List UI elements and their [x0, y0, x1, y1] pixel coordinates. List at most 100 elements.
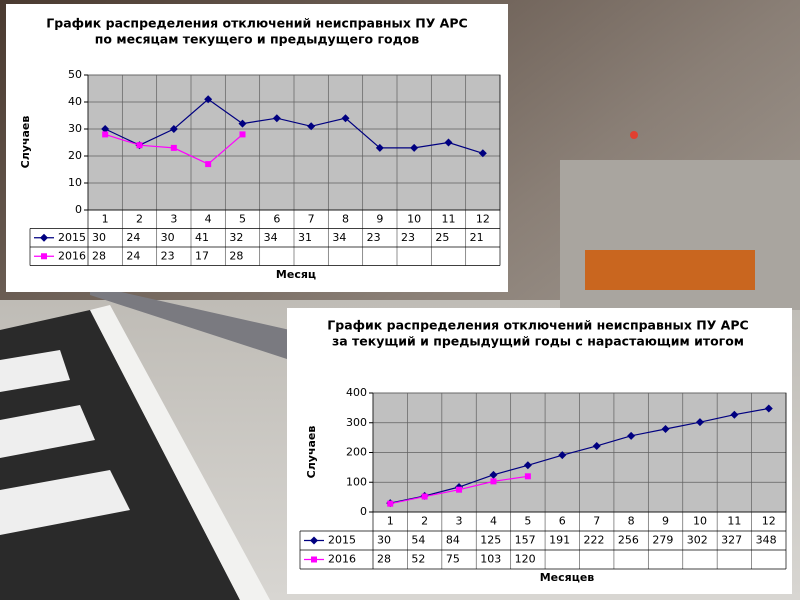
legend-marker	[40, 233, 48, 242]
x-tick-label: 10	[407, 212, 421, 225]
x-axis-label: Месяц	[276, 268, 316, 281]
table-value: 31	[298, 231, 312, 244]
table-value: 24	[126, 231, 140, 244]
x-tick-label: 12	[476, 212, 490, 225]
point	[136, 142, 143, 149]
x-tick-label: 2	[421, 515, 428, 528]
table-value: 84	[446, 534, 460, 547]
point	[592, 441, 601, 450]
point	[238, 119, 247, 128]
point	[102, 131, 109, 138]
point	[489, 470, 498, 479]
point	[730, 410, 739, 419]
x-tick-label: 11	[442, 212, 456, 225]
table-value: 34	[332, 231, 346, 244]
table-value: 103	[480, 553, 501, 566]
table-value: 191	[549, 534, 570, 547]
point	[695, 418, 704, 427]
y-tick-label: 100	[346, 475, 367, 488]
x-tick-label: 5	[524, 515, 531, 528]
table-value: 222	[584, 534, 605, 547]
x-tick-label: 3	[456, 515, 463, 528]
point	[204, 95, 213, 104]
x-tick-label: 6	[559, 515, 566, 528]
point	[523, 461, 532, 470]
table-value: 23	[367, 231, 381, 244]
table-value: 120	[515, 553, 536, 566]
point	[456, 486, 463, 493]
x-tick-label: 9	[662, 515, 669, 528]
x-tick-label: 1	[387, 515, 394, 528]
point	[307, 122, 316, 131]
x-tick-label: 2	[136, 212, 143, 225]
y-tick-label: 400	[346, 386, 367, 399]
table-value: 30	[377, 534, 391, 547]
y-axis-label: Случаев	[19, 116, 32, 169]
table-value: 279	[652, 534, 673, 547]
point	[272, 114, 281, 123]
point	[490, 478, 497, 485]
chart-title: График распределения отключений неисправ…	[46, 16, 467, 31]
point	[764, 404, 773, 413]
table-value: 54	[411, 534, 425, 547]
point	[101, 125, 110, 133]
table-value: 41	[195, 231, 209, 244]
point	[169, 125, 178, 133]
y-tick-label: 300	[346, 416, 367, 429]
table-value: 30	[92, 231, 106, 244]
point	[375, 143, 384, 152]
x-tick-label: 8	[628, 515, 635, 528]
table-value: 256	[618, 534, 639, 547]
x-tick-label: 7	[308, 212, 315, 225]
point	[558, 451, 567, 460]
table-value: 25	[435, 231, 449, 244]
series-line	[390, 407, 769, 504]
y-tick-label: 40	[68, 95, 82, 108]
y-axis-label: Случаев	[305, 426, 318, 479]
point	[239, 131, 246, 138]
y-tick-label: 30	[68, 122, 82, 135]
point	[387, 500, 394, 507]
table-value: 32	[229, 231, 243, 244]
point	[524, 473, 531, 480]
series-line	[104, 98, 484, 154]
x-tick-label: 5	[239, 212, 246, 225]
y-tick-label: 20	[68, 149, 82, 162]
legend-marker	[41, 253, 47, 260]
legend-label: 2015	[328, 534, 356, 547]
point	[205, 161, 212, 168]
y-tick-label: 10	[68, 176, 82, 189]
x-tick-label: 8	[342, 212, 349, 225]
table-value: 28	[377, 553, 391, 566]
legend-marker	[310, 536, 318, 545]
table-value: 28	[92, 249, 106, 262]
table-value: 302	[687, 534, 708, 547]
table-value: 348	[756, 534, 777, 547]
x-tick-label: 10	[693, 515, 707, 528]
table-value: 23	[161, 249, 175, 262]
y-tick-label: 200	[346, 446, 367, 459]
legend-label: 2016	[58, 249, 86, 262]
point	[421, 493, 428, 500]
table-value: 28	[229, 249, 243, 262]
table-value: 34	[264, 231, 278, 244]
chart-title: за текущий и предыдущий годы с нарастающ…	[332, 334, 744, 349]
x-tick-label: 4	[205, 212, 212, 225]
y-tick-label: 50	[68, 68, 82, 81]
table-value: 157	[515, 534, 536, 547]
x-tick-label: 9	[376, 212, 383, 225]
chart-title: по месяцам текущего и предыдущего годов	[95, 32, 419, 47]
table-value: 21	[470, 231, 484, 244]
table-value: 24	[126, 249, 140, 262]
table-value: 75	[446, 553, 460, 566]
chart-title: График распределения отключений неисправ…	[327, 318, 748, 333]
point	[410, 143, 419, 152]
x-tick-label: 1	[102, 212, 109, 225]
x-tick-label: 12	[762, 515, 776, 528]
y-tick-label: 0	[360, 505, 367, 518]
y-tick-label: 0	[75, 203, 82, 216]
x-axis-label: Месяцев	[540, 571, 595, 584]
point	[661, 424, 670, 433]
x-tick-label: 3	[170, 212, 177, 225]
x-tick-label: 7	[593, 515, 600, 528]
